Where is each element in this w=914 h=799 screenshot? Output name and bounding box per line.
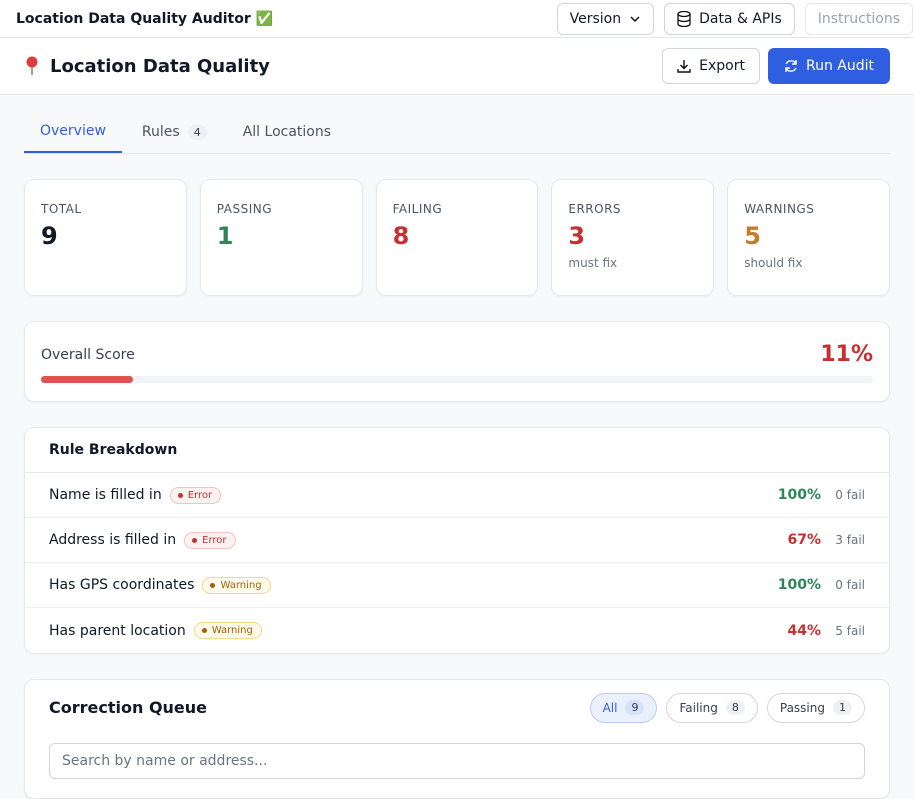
top-bar: Location Data Quality Auditor ✅ Version … [0,0,914,38]
score-card: Overall Score 11% [24,321,890,402]
refresh-icon [785,60,797,72]
pass-rate: 100% [777,487,821,503]
chevron [630,15,640,22]
pass-rate: 100% [777,577,821,593]
rule-name: Has GPS coordinates [49,577,195,593]
stat-label: TOTAL [41,202,82,216]
stat-label: PASSING [216,202,273,216]
data-apis-button[interactable]: Data & APIs [664,2,795,35]
stat-card: ERRORS 3 must fix [551,179,715,296]
fail-count: 3 fail [835,533,865,547]
stat-value: 3 [568,222,586,250]
queue-header: Correction Queue All 9 Failing 8 Passing 1 [49,680,865,735]
filter-pill[interactable]: Passing 1 [766,692,865,723]
score-row: Overall Score 11% [41,342,873,367]
export-button[interactable]: Export [662,48,760,84]
stat-note: should fix [744,256,803,270]
stat-value: 5 [744,222,761,250]
filter-label: Passing [779,700,825,715]
rule-row: Has parent location Warning 44% 5 fail [25,608,889,653]
rule-name: Has parent location [49,622,186,639]
tab-count: 4 [187,124,207,140]
severity-badge: Warning [193,622,262,639]
filter-label: All [602,700,618,715]
rule-row: Name is filled in Error 100% 0 fail [25,473,889,518]
severity-badge: Error [169,486,222,504]
page-title: Location Data Quality [50,55,270,77]
page: Location Data Quality Auditor ✅ Version … [0,0,914,775]
rule-breakdown: Rule Breakdown Name is filled in Error 100… [24,427,890,654]
severity-badge: Warning [202,576,271,594]
stat-card: FAILING 8 [375,179,539,296]
queue-title: Correction Queue [49,698,208,717]
stat-value: 1 [216,222,234,250]
tab-label: All Locations [242,124,332,140]
rules-title: Rule Breakdown [25,428,889,473]
tab-label: Rules [141,124,180,140]
content: Overview Rules 4 All Locations TOTAL 9 PASS… [0,95,914,799]
stats: TOTAL 9 PASSING 1 FAILING 8 ERRORS 3 must fix WAR… [24,179,890,296]
app-title: Location Data Quality Auditor ✅ [16,10,274,27]
stat-label: FAILING [392,202,443,216]
run-audit-button[interactable]: Run Audit [767,48,890,84]
fail-count: 5 fail [835,623,865,638]
filter-count: 9 [625,700,645,715]
stat-label: WARNINGS [744,202,815,216]
filter-pill[interactable]: All 9 [589,692,658,723]
stat-note: must fix [568,256,618,270]
stat-value: 9 [41,222,58,250]
filter-count: 1 [833,700,852,715]
tabs: Overview Rules 4 All Locations [24,95,890,154]
rule-row: Address is filled in Error 67% 3 fail [25,518,889,563]
filter-pill[interactable]: Failing 8 [666,692,758,723]
stat-card: PASSING 1 [199,179,363,296]
pass-rate: 67% [787,532,821,548]
score-label: Overall Score [41,346,135,363]
version-button[interactable]: Version [556,2,655,35]
correction-queue: Correction Queue All 9 Failing 8 Passing 1 Sea… [24,679,890,799]
stat-label: ERRORS [568,202,622,216]
search-placeholder: Search by name or address... [62,753,268,769]
search-input[interactable]: Search by name or address... [49,743,865,779]
download-icon [677,60,691,73]
stat-value: 8 [392,222,410,250]
label: Version [569,10,622,27]
header: Location Data Quality Export Run Audit [0,38,914,95]
label: Run Audit [805,58,874,74]
database-icon [677,10,691,27]
score-track [41,376,873,383]
rule-name: Address is filled in [49,532,177,548]
rule-name: Name is filled in [49,487,162,503]
score-value: 11% [820,342,873,367]
fail-count: 0 fail [835,578,865,592]
tab[interactable]: Rules 4 [126,124,223,153]
severity-badge: Error [184,531,236,549]
label: Export [699,58,745,74]
filter-count: 8 [725,700,745,715]
instructions-button[interactable]: Instructions [804,2,913,35]
score-bar [41,376,133,383]
pass-rate: 44% [787,622,821,639]
tab-label: Overview [40,123,106,139]
label: Data & APIs [699,10,782,27]
label: Instructions [817,10,900,27]
fail-count: 0 fail [835,488,865,502]
stat-card: TOTAL 9 [24,179,187,296]
pin-icon [26,56,38,75]
filter-label: Failing [679,700,718,715]
tab[interactable]: All Locations [227,124,347,153]
tab[interactable]: Overview [24,123,122,153]
rule-row: Has GPS coordinates Warning 100% 0 fail [25,563,889,608]
stat-card: WARNINGS 5 should fix [727,179,890,296]
